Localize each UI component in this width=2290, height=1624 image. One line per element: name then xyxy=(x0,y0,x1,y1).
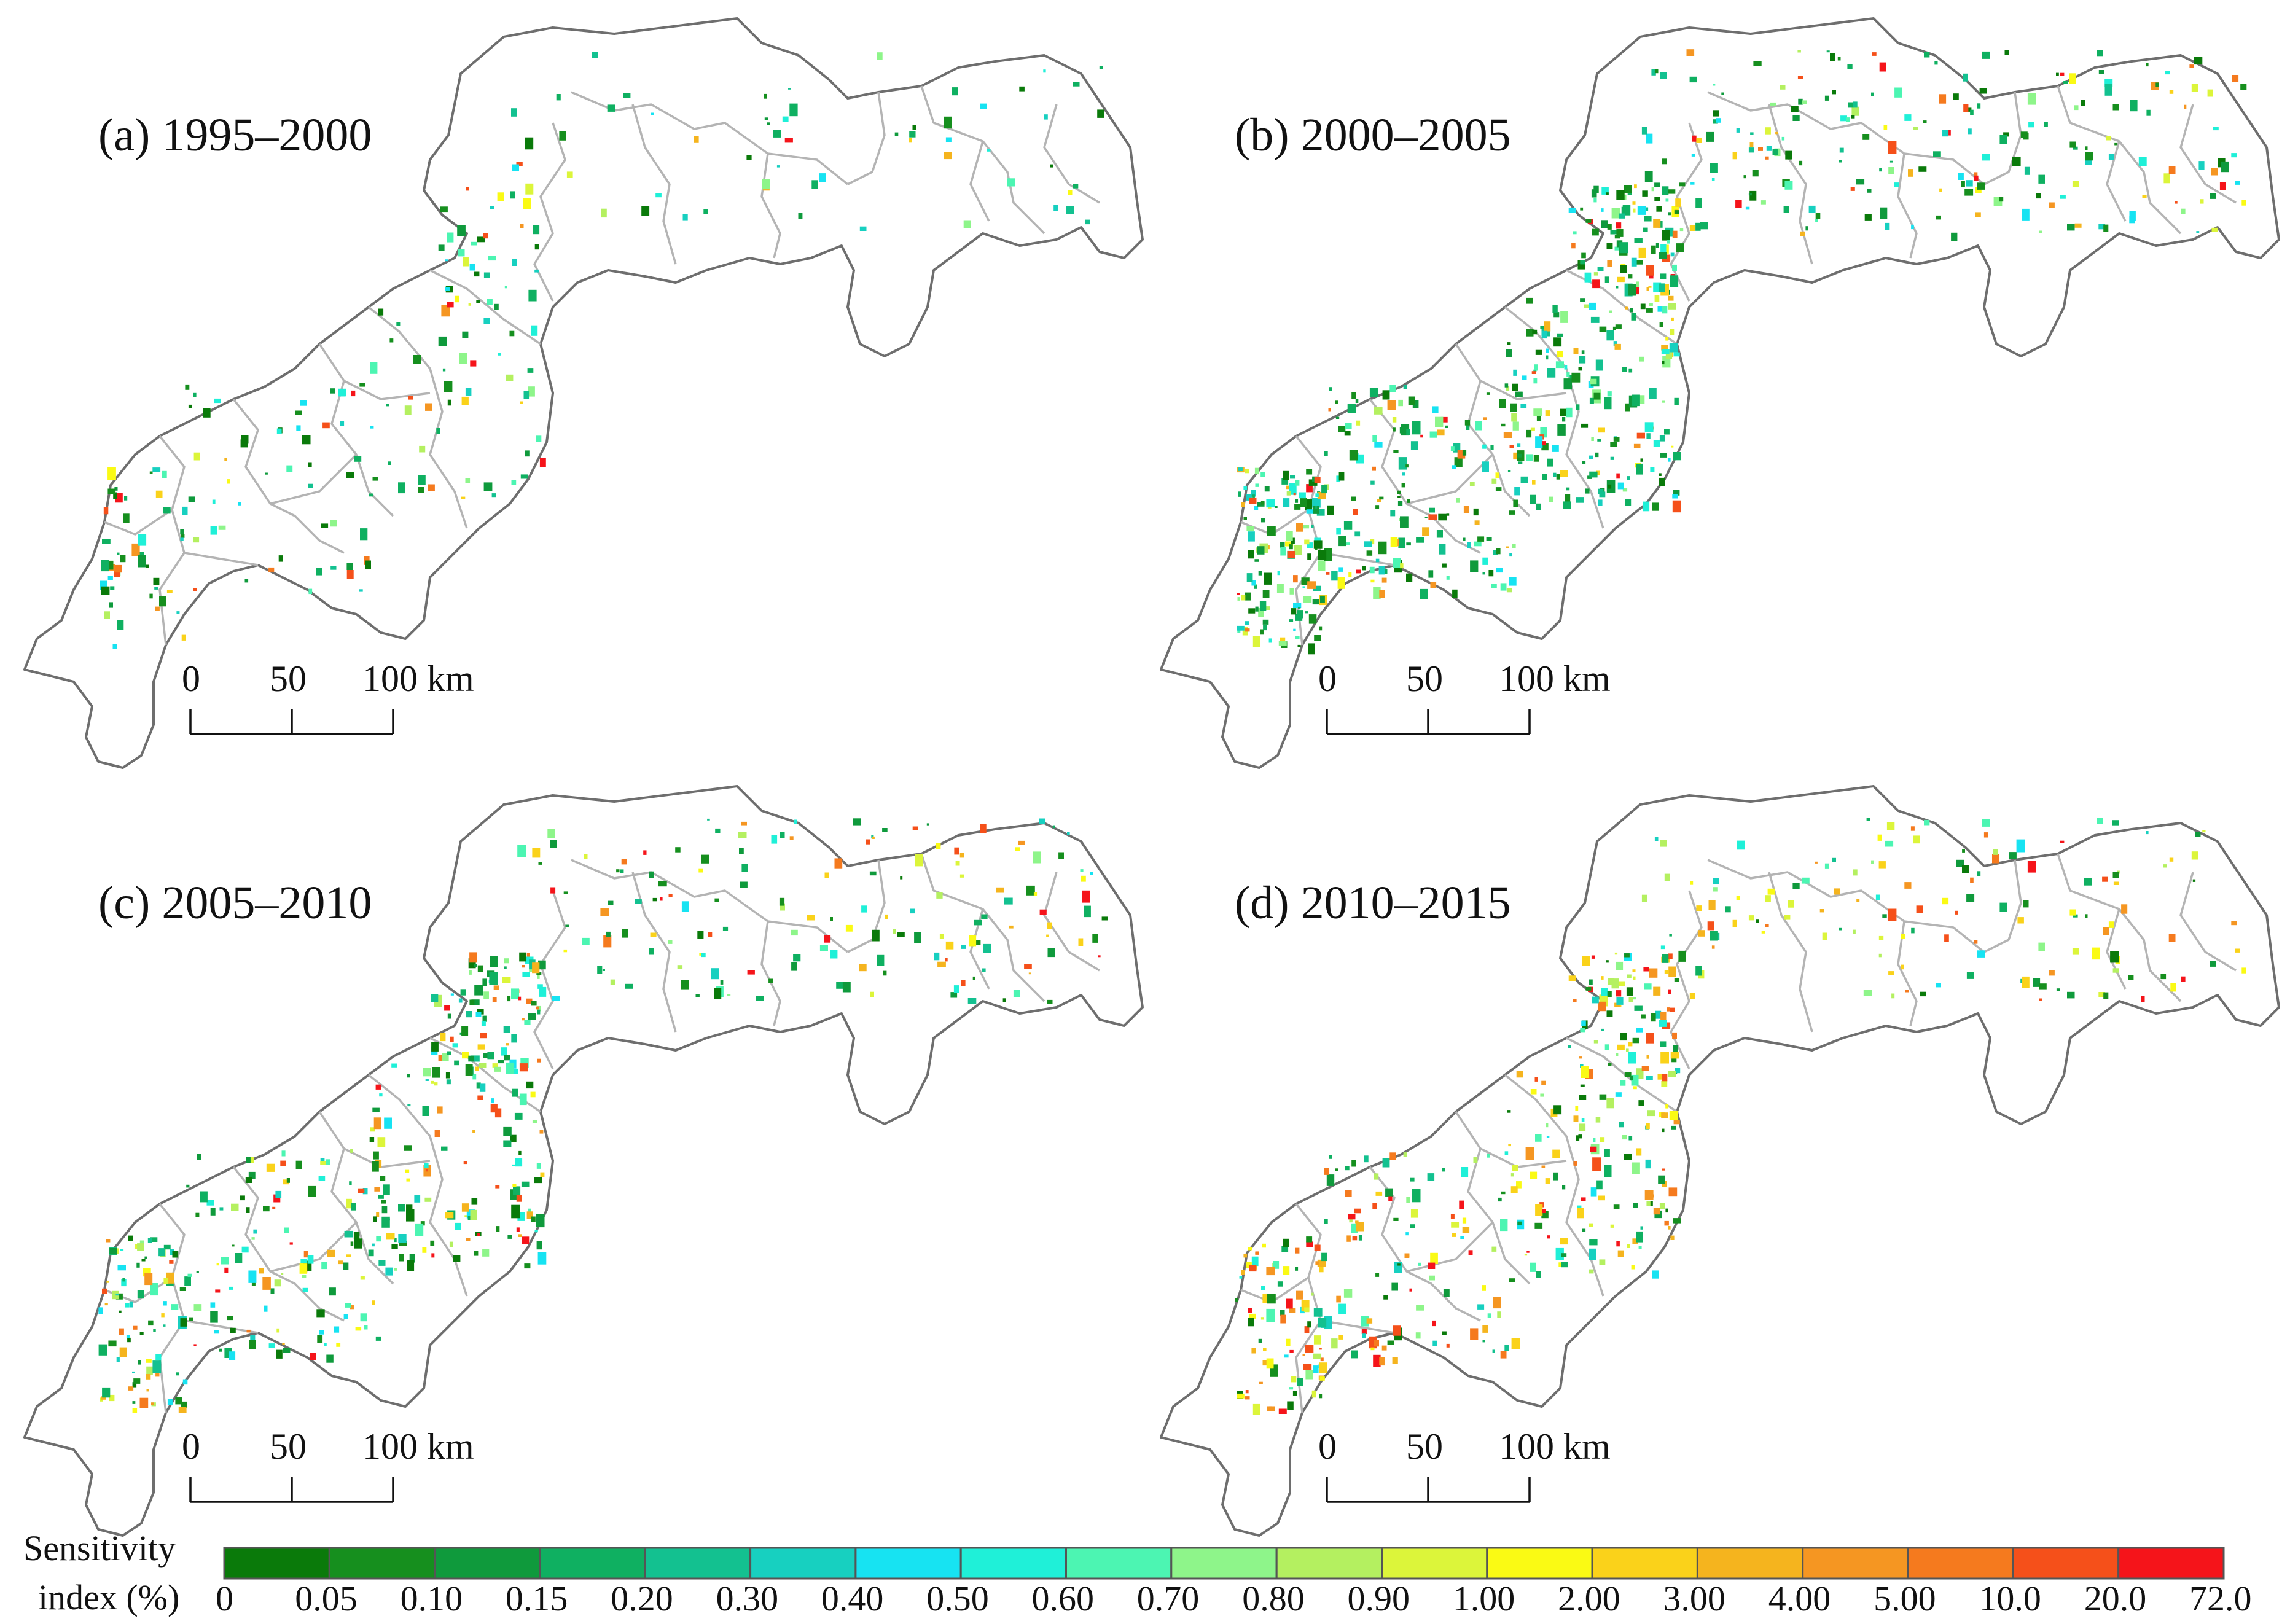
legend-swatch xyxy=(1802,1547,1909,1580)
scale-bar-label: 100 km xyxy=(1499,1426,1611,1467)
legend-break-label: 0.50 xyxy=(926,1579,989,1618)
scale-bar-label: 50 xyxy=(1406,658,1443,699)
scale-bar-label: 100 km xyxy=(1499,658,1611,699)
legend-swatch xyxy=(2012,1547,2120,1580)
legend-title-line2: index (%) xyxy=(38,1577,179,1617)
scale-bar-label: 100 km xyxy=(362,1426,474,1467)
legend-swatch xyxy=(539,1547,646,1580)
legend: Sensitivity index (%) 0 0.05 0.10 0.15 0.20 0… xyxy=(23,1528,2252,1618)
scale-bar-label: 50 xyxy=(1406,1426,1443,1467)
panel-title: (b) 2000–2005 xyxy=(1235,109,1511,161)
scale-bar-label: 0 xyxy=(1318,658,1337,699)
legend-break-label: 20.0 xyxy=(2084,1579,2147,1618)
sensitivity-patches xyxy=(1235,818,2246,1415)
sensitivity-patches xyxy=(1237,49,2247,655)
map-panel: (b) 2000–2005 0 50 100 km xyxy=(1160,17,2280,769)
legend-swatch xyxy=(644,1547,752,1580)
scale-bar xyxy=(1326,1477,1531,1503)
legend-break-label: 0.15 xyxy=(506,1579,568,1618)
legend-break-label: 1.00 xyxy=(1453,1579,1515,1618)
scale-bar xyxy=(189,709,394,735)
panel-title: (a) 1995–2000 xyxy=(98,109,372,161)
legend-break-label: 0.70 xyxy=(1137,1579,1200,1618)
legend-break-label: 72.0 xyxy=(2189,1579,2252,1618)
legend-title-line1: Sensitivity xyxy=(23,1528,176,1568)
legend-break-label: 0.40 xyxy=(821,1579,884,1618)
map-panels: (a) 1995–2000 0 50 100 km (b) 2000–2005 0 50 10… xyxy=(23,17,2280,1537)
legend-swatch xyxy=(1275,1547,1383,1580)
legend-swatch xyxy=(1381,1547,1488,1580)
scale-bar-label: 0 xyxy=(1318,1426,1337,1467)
legend-break-label: 0.10 xyxy=(401,1579,463,1618)
scale-bar xyxy=(189,1477,394,1503)
legend-break-label: 5.00 xyxy=(1874,1579,1936,1618)
legend-swatch xyxy=(328,1547,436,1580)
legend-break-label: 2.00 xyxy=(1558,1579,1620,1618)
map-panel: (a) 1995–2000 0 50 100 km xyxy=(23,17,1144,769)
legend-swatch xyxy=(1907,1547,2014,1580)
legend-swatch xyxy=(434,1547,541,1580)
map-panel: (c) 2005–2010 0 50 100 km xyxy=(23,785,1144,1537)
legend-break-label: 0.80 xyxy=(1242,1579,1305,1618)
legend-swatch xyxy=(854,1547,962,1580)
legend-break-label: 4.00 xyxy=(1768,1579,1831,1618)
panel-title: (d) 2010–2015 xyxy=(1235,877,1511,929)
scale-bar-label: 0 xyxy=(182,1426,200,1467)
legend-swatch xyxy=(1065,1547,1173,1580)
legend-swatch xyxy=(749,1547,857,1580)
legend-break-label: 0.20 xyxy=(611,1579,673,1618)
scale-bar-label: 100 km xyxy=(362,658,474,699)
legend-break-label: 0.60 xyxy=(1032,1579,1095,1618)
legend-swatch xyxy=(1696,1547,1804,1580)
legend-break-label: 0.30 xyxy=(716,1579,779,1618)
legend-break-label: 0.90 xyxy=(1348,1579,1410,1618)
legend-break-labels: 0 0.05 0.10 0.15 0.20 0.30 0.40 0.50 0.60 0.70 0.8… xyxy=(216,1579,2252,1618)
legend-break-label: 10.0 xyxy=(1979,1579,2041,1618)
scale-bar-label: 50 xyxy=(270,658,307,699)
sensitivity-patches xyxy=(100,52,1104,649)
scale-bar xyxy=(1326,709,1531,735)
sensitivity-patches xyxy=(98,818,1108,1413)
legend-swatch xyxy=(1170,1547,1278,1580)
legend-colorbar xyxy=(223,1547,2225,1580)
panel-title: (c) 2005–2010 xyxy=(98,877,372,929)
scale-bar-label: 0 xyxy=(182,658,200,699)
legend-swatch xyxy=(1486,1547,1593,1580)
legend-swatch xyxy=(2117,1547,2225,1580)
legend-break-label: 0.05 xyxy=(295,1579,358,1618)
legend-break-label: 0 xyxy=(216,1579,233,1618)
legend-swatch xyxy=(223,1547,330,1580)
legend-break-label: 3.00 xyxy=(1663,1579,1725,1618)
legend-swatch xyxy=(959,1547,1067,1580)
scale-bar-label: 50 xyxy=(270,1426,307,1467)
map-panel: (d) 2010–2015 0 50 100 km xyxy=(1160,785,2280,1537)
legend-swatch xyxy=(1591,1547,1698,1580)
